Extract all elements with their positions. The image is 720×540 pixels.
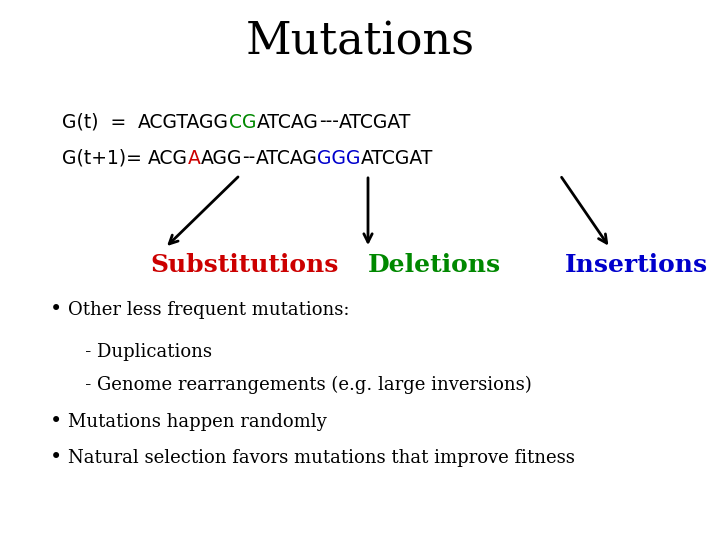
Text: CG: CG — [229, 112, 257, 132]
Text: Natural selection favors mutations that improve fitness: Natural selection favors mutations that … — [68, 449, 575, 467]
Text: Substitutions: Substitutions — [150, 253, 338, 277]
Text: Deletions: Deletions — [368, 253, 501, 277]
Text: ATCAG: ATCAG — [256, 148, 318, 167]
Text: - Duplications: - Duplications — [68, 343, 212, 361]
Text: •: • — [50, 413, 62, 431]
Text: - Genome rearrangements (e.g. large inversions): - Genome rearrangements (e.g. large inve… — [68, 376, 532, 394]
Text: Insertions: Insertions — [565, 253, 708, 277]
Text: Other less frequent mutations:: Other less frequent mutations: — [68, 301, 349, 319]
Text: •: • — [50, 449, 62, 468]
Text: ACG: ACG — [148, 148, 188, 167]
Text: ATCGAT: ATCGAT — [338, 112, 411, 132]
Text: AGG: AGG — [201, 148, 242, 167]
Text: •: • — [50, 300, 62, 320]
Text: ACGTAGG: ACGTAGG — [138, 112, 229, 132]
Text: G(t)  =: G(t) = — [62, 112, 138, 132]
Text: ---: --- — [319, 112, 338, 132]
Text: GGG: GGG — [318, 148, 361, 167]
Text: ATCAG: ATCAG — [257, 112, 319, 132]
Text: ATCGAT: ATCGAT — [361, 148, 433, 167]
Text: A: A — [188, 148, 201, 167]
Text: Mutations: Mutations — [246, 21, 474, 64]
Text: Mutations happen randomly: Mutations happen randomly — [68, 413, 327, 431]
Text: --: -- — [242, 148, 256, 167]
Text: G(t+1)=: G(t+1)= — [62, 148, 148, 167]
